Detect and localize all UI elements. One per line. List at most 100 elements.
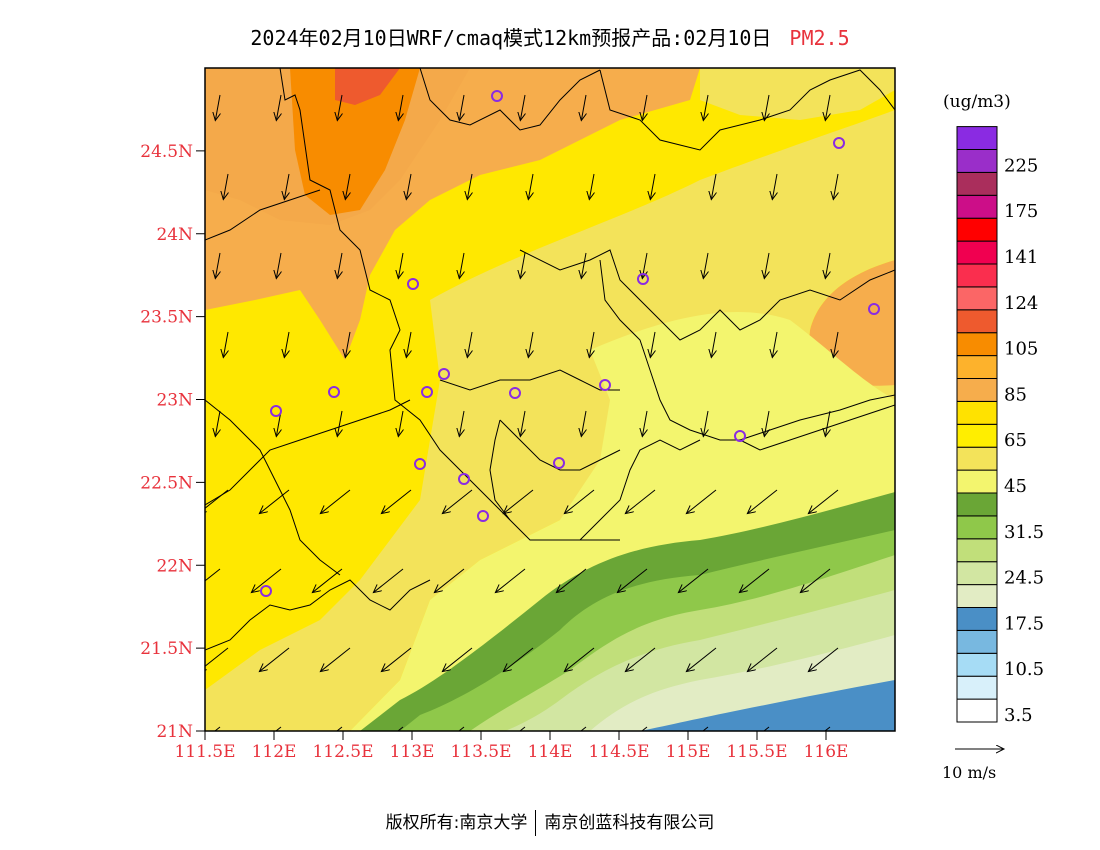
colorbar-label: 31.5 xyxy=(1004,522,1044,543)
wind-arrow xyxy=(764,252,769,278)
wind-arrow xyxy=(581,252,586,278)
colorbar-label: 17.5 xyxy=(1004,613,1044,634)
station-marker xyxy=(599,379,611,391)
wind-arrow xyxy=(320,647,351,672)
wind-arrow xyxy=(589,173,594,199)
wind-arrow xyxy=(406,331,411,357)
colorbar-swatch xyxy=(956,607,998,631)
colorbar-swatch xyxy=(956,355,998,380)
wind-arrow xyxy=(459,94,464,120)
lon-tick-label: 113E xyxy=(390,742,435,762)
wind-arrow xyxy=(825,252,830,278)
colorbar-swatch xyxy=(956,538,998,563)
station-marker xyxy=(637,273,649,285)
lon-tick-label: 116E xyxy=(804,742,849,762)
wind-arrow xyxy=(223,331,228,357)
station-markers xyxy=(260,90,880,597)
lon-tick-label: 114.5E xyxy=(588,742,649,762)
wind-arrow xyxy=(467,173,472,199)
wind-arrow xyxy=(276,94,281,120)
wind-arrow xyxy=(337,252,342,278)
colorbar-swatch xyxy=(956,263,998,288)
station-marker xyxy=(477,510,489,522)
colorbar-swatch xyxy=(956,378,998,402)
wind-arrow xyxy=(686,647,717,672)
copyright-separator xyxy=(535,810,537,836)
colorbar-swatch xyxy=(956,194,998,219)
lat-tick-label: 22.5N xyxy=(140,473,193,493)
longitude-axis: 111.5E 112E 112.5E 113E 113.5E 114E 114.5E 115E… xyxy=(174,731,848,762)
colorbar-swatch xyxy=(956,171,998,196)
wind-arrow xyxy=(764,94,769,120)
station-marker xyxy=(458,473,470,485)
station-marker xyxy=(328,386,340,398)
wind-arrow xyxy=(772,173,777,199)
wind-arrow xyxy=(528,331,533,357)
wind-arrow xyxy=(686,489,717,514)
wind-arrow xyxy=(284,331,289,357)
wind-arrow xyxy=(825,94,830,120)
colorbar: 3.5 10.5 17.5 24.5 31.5 45 65 85 105 124 141 175 225 xyxy=(956,126,1044,726)
wind-arrow xyxy=(442,489,473,514)
lon-tick-label: 115E xyxy=(666,742,711,762)
colorbar-label: 24.5 xyxy=(1004,568,1044,589)
wind-arrow xyxy=(564,489,595,514)
wind-arrows xyxy=(205,94,839,731)
colorbar-swatch xyxy=(956,332,998,357)
field-orange-105 xyxy=(290,68,420,215)
title-parameter: PM2.5 xyxy=(789,26,850,50)
copyright: 版权所有:南京大学 南京创蓝科技有限公司 xyxy=(0,808,1100,836)
lat-tick-label: 23N xyxy=(156,391,193,411)
wind-arrow xyxy=(825,410,830,436)
wind-arrow xyxy=(581,94,586,120)
lon-tick-label: 111.5E xyxy=(174,742,235,762)
colorbar-swatch xyxy=(956,149,998,173)
boundary-lines xyxy=(205,68,895,651)
station-marker xyxy=(509,387,521,399)
wind-arrow xyxy=(589,331,594,357)
colorbar-label: 3.5 xyxy=(1004,705,1033,726)
wind-arrow xyxy=(459,252,464,278)
wind-arrow xyxy=(556,568,587,593)
colorbar-label: 65 xyxy=(1004,430,1027,451)
colorbar-swatch xyxy=(956,423,998,448)
field-ne-45 xyxy=(700,68,895,120)
field-blue-17 xyxy=(640,680,895,731)
wind-arrow xyxy=(625,489,656,514)
lon-tick-label: 114E xyxy=(528,742,573,762)
wind-arrow xyxy=(678,568,709,593)
colorbar-swatch xyxy=(956,629,998,654)
colorbar-swatch xyxy=(956,286,998,311)
colorbar-label: 105 xyxy=(1004,339,1038,360)
wind-arrow xyxy=(808,489,839,514)
colorbar-swatch xyxy=(956,584,998,608)
lat-tick-label: 22N xyxy=(156,556,193,576)
wind-arrow xyxy=(703,252,708,278)
wind-arrow xyxy=(833,173,838,199)
wind-arrow xyxy=(800,568,831,593)
colorbar-label: 124 xyxy=(1004,293,1038,314)
wind-arrow xyxy=(503,647,534,672)
wind-arrow xyxy=(617,568,648,593)
station-marker xyxy=(260,585,272,597)
colorbar-swatch xyxy=(956,240,998,265)
colorbar-swatch xyxy=(956,126,998,150)
wind-arrow xyxy=(215,94,220,120)
wind-arrow xyxy=(739,568,770,593)
wind-arrow xyxy=(215,252,220,278)
wind-arrow xyxy=(833,331,838,357)
wind-arrow xyxy=(503,489,534,514)
colorbar-swatch xyxy=(956,446,998,471)
wind-arrow xyxy=(581,410,586,436)
wind-arrow xyxy=(345,173,350,199)
wind-arrow xyxy=(398,94,403,120)
colorbar-swatch xyxy=(956,400,998,425)
field-red-124 xyxy=(335,68,400,105)
wind-arrow xyxy=(520,252,525,278)
wind-arrow xyxy=(381,489,412,514)
station-marker xyxy=(491,90,503,102)
wind-arrow xyxy=(625,647,656,672)
wind-arrow xyxy=(711,331,716,357)
wind-arrow xyxy=(337,410,342,436)
station-marker xyxy=(553,457,565,469)
